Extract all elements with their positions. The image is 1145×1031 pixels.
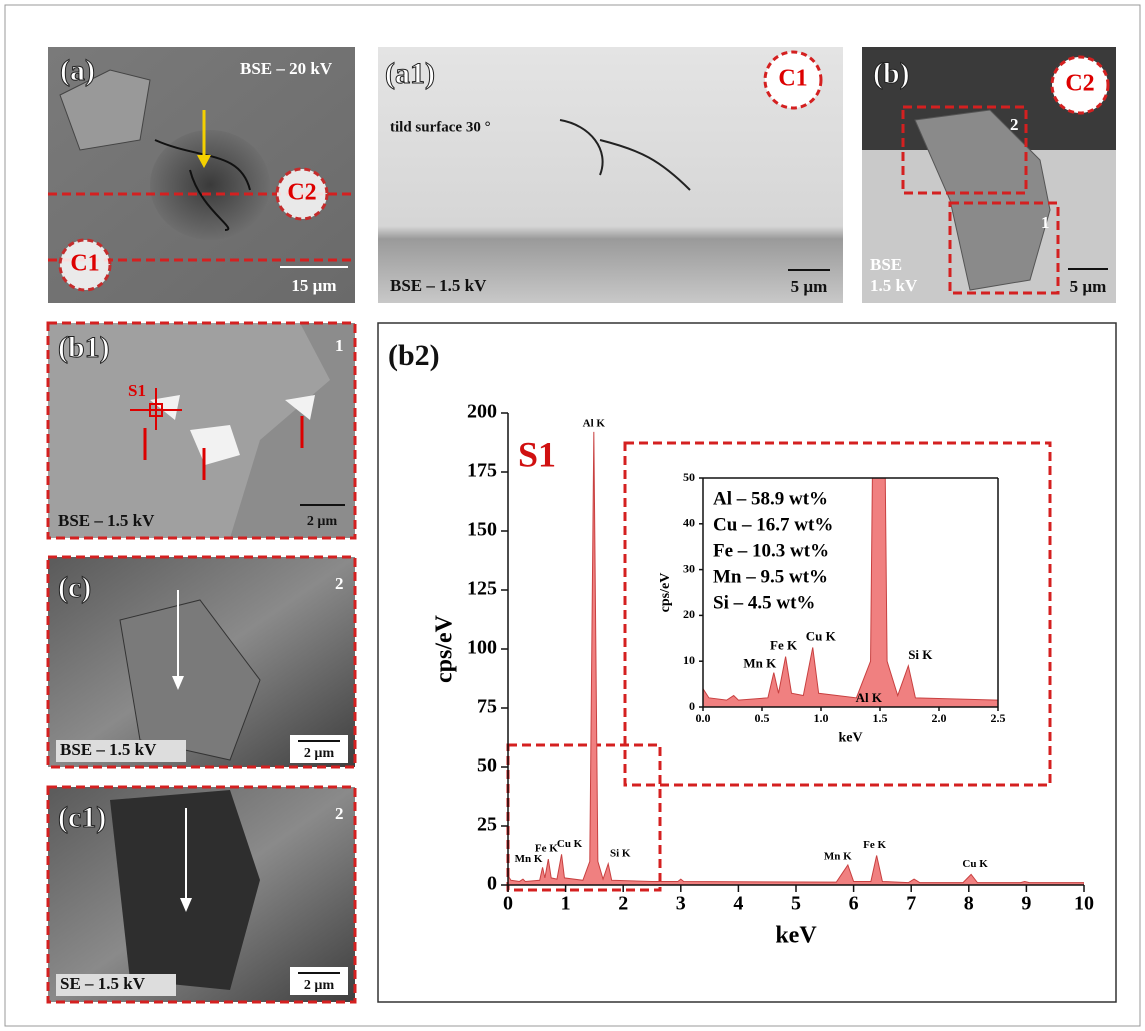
panel-label: (c) (58, 571, 91, 604)
peak-label: Mn K (743, 656, 777, 671)
x-tick-label: 2.0 (932, 711, 947, 725)
y-tick-label: 50 (683, 470, 695, 484)
y-tick-label: 150 (467, 519, 497, 541)
y-tick-label: 75 (477, 696, 497, 718)
detector: BSE – 1.5 kV (390, 276, 487, 295)
composition: Mn – 9.5 wt% (713, 566, 828, 587)
peak-label: Mn K (824, 850, 852, 862)
feature (150, 130, 270, 240)
region-label: 2 (335, 574, 344, 593)
peak-label: Al K (583, 417, 606, 429)
panel-b1: (b1) 1 S1 BSE – 1.5 kV 2 µm (48, 323, 355, 538)
marker: C2 (1065, 71, 1094, 97)
peak-label: Al K (856, 690, 883, 705)
peak-label: Cu K (806, 628, 837, 643)
chart-title: S1 (518, 434, 556, 474)
marker: C2 (287, 180, 316, 206)
x-tick-label: 2.5 (991, 711, 1006, 725)
peak-label: Si K (610, 847, 631, 859)
scale-label: 5 µm (791, 277, 828, 296)
region-label: 1 (335, 336, 344, 355)
y-tick-label: 25 (477, 814, 497, 836)
composition: Si – 4.5 wt% (713, 592, 815, 613)
y-tick-label: 175 (467, 460, 497, 482)
y-tick-label: 0 (487, 873, 497, 895)
peak-label: Fe K (535, 843, 558, 855)
peak-label: Si K (908, 647, 933, 662)
panel-label: (b1) (58, 331, 110, 364)
y-tick-label: 100 (467, 637, 497, 659)
x-tick-label: 4 (733, 893, 743, 915)
peak-label: Cu K (557, 838, 583, 850)
y-tick-label: 200 (467, 401, 497, 423)
peak-label: Cu K (962, 858, 988, 870)
peak-label: Fe K (863, 839, 886, 851)
x-tick-label: 0.0 (696, 711, 711, 725)
x-tick-label: 1.0 (814, 711, 829, 725)
scale-label: 5 µm (1070, 277, 1107, 296)
x-tick-label: 5 (791, 893, 801, 915)
y-tick-label: 125 (467, 578, 497, 600)
region-label: 2 (335, 804, 344, 823)
detector: SE – 1.5 kV (60, 974, 146, 993)
x-tick-label: 3 (676, 893, 686, 915)
y-axis-label: cps/eV (658, 573, 673, 613)
detector: BSE – 1.5 kV (60, 740, 157, 759)
scale-label: 2 µm (304, 978, 335, 993)
panel-c1: (c1) 2 SE – 1.5 kV 2 µm (48, 787, 355, 1002)
y-tick-label: 0 (689, 699, 695, 713)
region-label: 2 (1010, 115, 1019, 134)
point-label: S1 (128, 381, 146, 400)
detector: BSE – 1.5 kV (58, 511, 155, 530)
y-tick-label: 40 (683, 516, 695, 530)
x-tick-label: 6 (849, 893, 859, 915)
composition: Cu – 16.7 wt% (713, 514, 833, 535)
panel-label: (a) (60, 54, 95, 87)
panel-b: (b) C2 2 1 BSE 1.5 kV 5 µm (862, 47, 1116, 303)
detector: BSE (870, 255, 902, 274)
figure: (a) BSE – 20 kV C2 C1 15 µm (a1) C1 tild… (0, 0, 1145, 1031)
note: tild surface 30 ° (390, 119, 491, 135)
panel-a1: (a1) C1 tild surface 30 ° BSE – 1.5 kV 5… (378, 47, 843, 303)
peak-label: Fe K (770, 638, 798, 653)
y-tick-label: 30 (683, 561, 695, 575)
x-axis-label: keV (838, 730, 862, 745)
panel-a: (a) BSE – 20 kV C2 C1 15 µm (48, 47, 355, 303)
panel-label: (b) (873, 57, 910, 90)
marker: C1 (778, 66, 807, 92)
y-axis-label: cps/eV (432, 614, 458, 683)
y-tick-label: 20 (683, 607, 695, 621)
x-tick-label: 9 (1021, 893, 1031, 915)
marker: C1 (70, 251, 99, 277)
composition: Fe – 10.3 wt% (713, 540, 829, 561)
scale-label: 2 µm (307, 514, 338, 529)
x-tick-label: 1 (561, 893, 571, 915)
panel-label: (b2) (388, 339, 440, 372)
x-tick-label: 0.5 (755, 711, 770, 725)
x-tick-label: 8 (964, 893, 974, 915)
panel-label: (c1) (58, 801, 106, 834)
x-axis-label: keV (775, 923, 817, 949)
scale-label: 15 µm (291, 276, 336, 295)
x-tick-label: 1.5 (873, 711, 888, 725)
y-tick-label: 50 (477, 755, 497, 777)
detector: 1.5 kV (870, 276, 918, 295)
panel-c: (c) 2 BSE – 1.5 kV 2 µm (48, 557, 355, 767)
detector: BSE – 20 kV (240, 59, 333, 78)
y-tick-label: 10 (683, 653, 695, 667)
x-tick-label: 10 (1074, 893, 1094, 915)
composition: Al – 58.9 wt% (713, 488, 828, 509)
x-tick-label: 0 (503, 893, 513, 915)
x-tick-label: 2 (618, 893, 628, 915)
peak-label: Mn K (515, 853, 543, 865)
region-label: 1 (1041, 213, 1050, 232)
x-tick-label: 7 (906, 893, 916, 915)
scale-label: 2 µm (304, 746, 335, 761)
panel-label: (a1) (385, 57, 435, 90)
